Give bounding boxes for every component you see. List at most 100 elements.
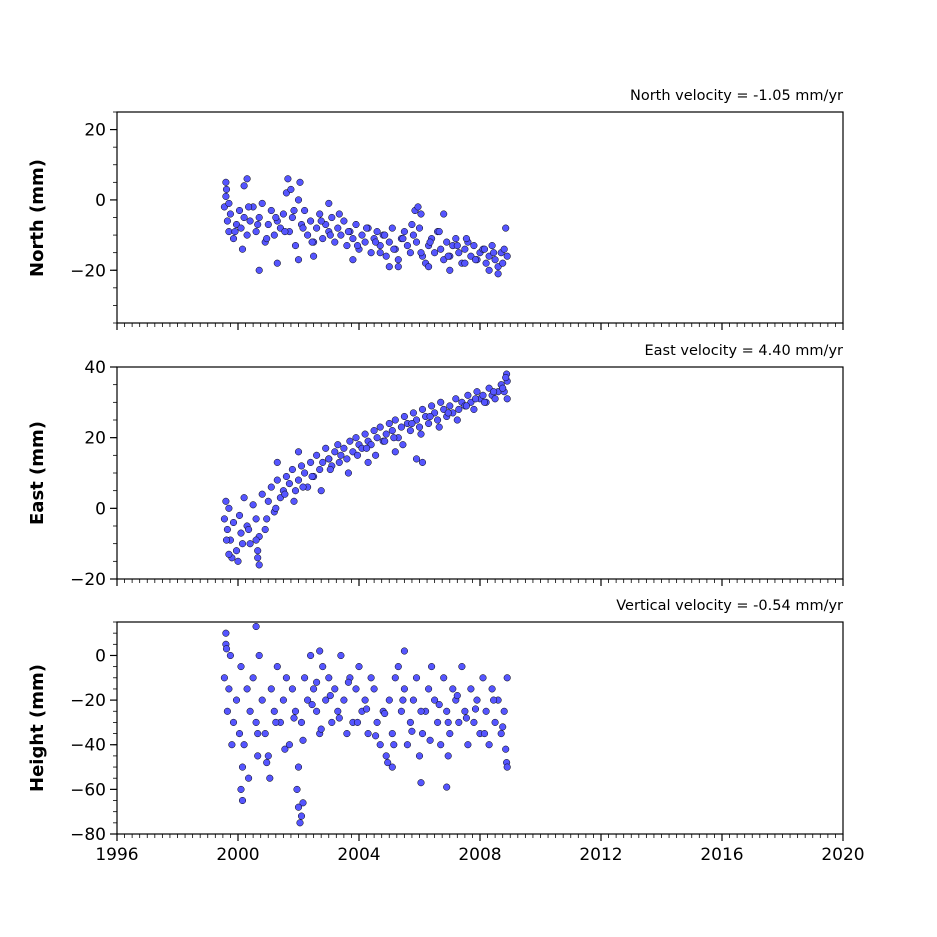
data-point — [290, 497, 298, 505]
data-point — [264, 220, 272, 229]
data-point — [435, 228, 443, 236]
data-point — [281, 745, 289, 753]
data-point — [255, 651, 263, 660]
data-point — [364, 458, 372, 466]
data-point — [381, 231, 389, 239]
data-point — [343, 242, 351, 250]
data-point — [294, 448, 303, 456]
data-point — [490, 696, 498, 704]
data-point — [385, 263, 393, 271]
y-ticks: 40 20 0 −20 — [70, 358, 117, 590]
data-point — [220, 674, 228, 682]
data-point — [297, 462, 306, 470]
data-point — [353, 451, 362, 459]
data-point — [254, 547, 262, 555]
data-point — [243, 231, 251, 239]
data-point — [461, 245, 469, 253]
data-point — [455, 405, 463, 413]
x-tick-label: 2000 — [216, 845, 259, 865]
data-point — [415, 423, 424, 431]
data-point — [470, 405, 478, 413]
data-point — [490, 388, 498, 396]
data-point — [237, 785, 245, 793]
data-point — [270, 231, 278, 239]
data-point — [363, 444, 371, 452]
data-point — [225, 199, 233, 207]
data-point — [299, 224, 307, 232]
data-point — [282, 674, 290, 682]
data-point — [435, 423, 443, 431]
data-point — [325, 674, 333, 682]
data-point — [412, 238, 421, 246]
data-point — [238, 245, 247, 253]
data-point — [316, 465, 324, 474]
data-point — [252, 622, 260, 631]
data-point — [497, 730, 505, 738]
data-point — [488, 685, 496, 693]
data-point — [480, 398, 489, 406]
data-point — [376, 423, 384, 431]
data-point — [290, 714, 298, 722]
data-point — [479, 391, 487, 399]
data-point — [417, 210, 425, 218]
data-point — [400, 647, 408, 655]
data-point — [294, 763, 303, 771]
data-point — [343, 455, 351, 463]
data-point — [491, 256, 499, 264]
scatter-points — [220, 622, 511, 827]
data-point — [273, 259, 281, 267]
data-point — [235, 511, 244, 519]
data-point — [443, 238, 451, 246]
data-point — [491, 395, 499, 403]
data-point — [417, 430, 425, 438]
data-point — [263, 759, 271, 767]
data-point — [440, 674, 448, 682]
data-point — [417, 779, 425, 787]
data-point — [440, 210, 448, 218]
data-point — [381, 437, 389, 445]
data-point — [281, 228, 289, 236]
data-point — [317, 725, 325, 733]
data-point — [258, 490, 266, 498]
data-point — [435, 701, 443, 709]
data-point — [437, 741, 445, 749]
data-point — [344, 678, 352, 686]
data-point — [412, 455, 421, 463]
data-point — [352, 685, 360, 693]
data-point — [425, 419, 433, 428]
scatter-points — [220, 175, 511, 278]
data-point — [235, 206, 244, 215]
data-point — [223, 217, 231, 225]
data-point — [363, 705, 371, 713]
data-point — [394, 263, 402, 271]
data-point — [288, 685, 296, 693]
data-point — [254, 730, 262, 738]
data-point — [394, 256, 402, 264]
data-point — [340, 696, 348, 704]
data-point — [252, 536, 260, 544]
data-point — [264, 497, 272, 505]
data-point — [326, 465, 334, 474]
data-point — [462, 714, 470, 722]
data-point — [325, 199, 333, 207]
data-point — [479, 674, 487, 682]
data-point — [399, 235, 407, 243]
data-point — [285, 741, 293, 749]
data-point — [462, 402, 470, 410]
data-point — [473, 388, 481, 396]
data-point — [258, 696, 266, 704]
data-point — [385, 419, 393, 428]
data-point — [406, 249, 414, 257]
height-ylabel: Height (mm) — [27, 664, 48, 792]
data-point — [473, 696, 481, 704]
data-point — [316, 647, 324, 655]
north-panel: North velocity = -1.05 mm/yr North (mm) … — [27, 88, 844, 330]
y-tick-label: 0 — [95, 191, 106, 211]
data-point — [252, 515, 260, 523]
data-point — [372, 451, 380, 459]
data-point — [480, 730, 489, 738]
data-point — [446, 266, 454, 274]
data-point — [254, 554, 262, 562]
data-point — [388, 224, 396, 232]
data-point — [412, 674, 421, 682]
